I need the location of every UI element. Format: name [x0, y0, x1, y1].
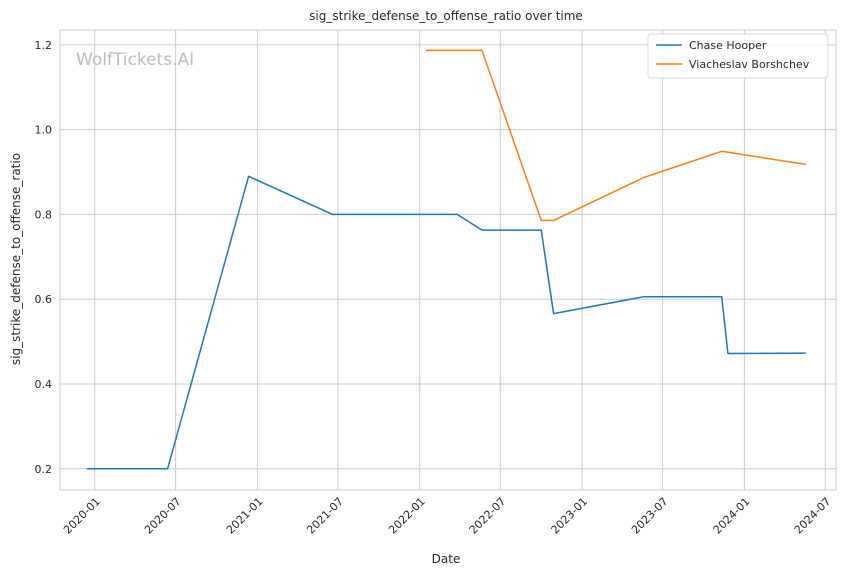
data-point-viacheslav-borshchev: [540, 219, 543, 222]
data-point-viacheslav-borshchev: [720, 150, 723, 153]
data-point-chase-hooper: [720, 295, 723, 298]
data-point-viacheslav-borshchev: [481, 49, 484, 52]
y-tick-label: 1.2: [35, 39, 53, 52]
legend-box: [647, 33, 829, 79]
legend: Chase Hooper Viacheslav Borshchev: [647, 33, 829, 79]
data-point-chase-hooper: [642, 295, 645, 298]
series-line-viacheslav-borshchev: [426, 49, 806, 222]
y-tick-label: 1.0: [35, 124, 53, 137]
data-point-chase-hooper: [166, 467, 169, 470]
y-axis-label: sig_strike_defense_to_offense_ratio: [9, 153, 23, 365]
data-point-chase-hooper: [726, 352, 729, 355]
data-point-chase-hooper: [540, 229, 543, 232]
y-tick-label: 0.6: [35, 293, 53, 306]
plot-area: [59, 29, 837, 491]
data-point-viacheslav-borshchev: [424, 49, 427, 52]
data-point-chase-hooper: [247, 175, 250, 178]
series-line-chase-hooper: [86, 175, 806, 470]
chart-title: sig_strike_defense_to_offense_ratio over…: [309, 9, 583, 23]
y-tick-label: 0.8: [35, 208, 53, 221]
y-axis-ticks: 0.2 0.4 0.6 0.8 1.0 1.2: [35, 39, 53, 476]
data-point-chase-hooper: [85, 467, 88, 470]
series-layer: [85, 49, 807, 470]
legend-label-chase-hooper: Chase Hooper: [689, 39, 767, 52]
x-axis-label: Date: [432, 552, 461, 566]
data-point-chase-hooper: [481, 229, 484, 232]
legend-label-viacheslav-borshchev: Viacheslav Borshchev: [689, 58, 810, 71]
watermark-text: WolfTickets.AI: [76, 50, 194, 70]
y-tick-label: 0.2: [35, 463, 53, 476]
data-point-chase-hooper: [331, 213, 334, 216]
data-point-viacheslav-borshchev: [552, 219, 555, 222]
data-point-viacheslav-borshchev: [642, 176, 645, 179]
data-point-chase-hooper: [456, 213, 459, 216]
data-point-chase-hooper: [804, 352, 807, 355]
data-point-chase-hooper: [552, 312, 555, 315]
y-tick-label: 0.4: [35, 378, 53, 391]
data-point-viacheslav-borshchev: [804, 163, 807, 166]
